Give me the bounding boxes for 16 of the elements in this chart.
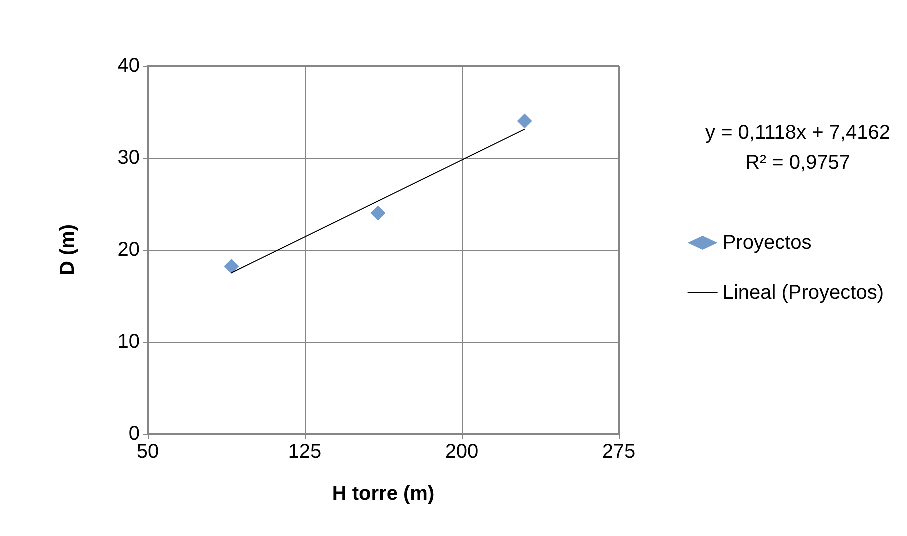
legend-label: Proyectos — [722, 232, 812, 254]
y-axis-title: D (m) — [57, 224, 79, 276]
x-tick-label: 125 — [288, 441, 322, 463]
legend-label: Lineal (Proyectos) — [722, 282, 884, 304]
x-tick-label: 200 — [445, 441, 479, 463]
x-tick-label: 275 — [602, 441, 636, 463]
text: y = 0,1118x + 7,4162 — [706, 122, 890, 144]
y-tick-label: 40 — [118, 55, 140, 77]
y-tick-label: 30 — [118, 147, 140, 169]
point — [370, 206, 386, 221]
point — [517, 114, 532, 129]
x-axis-title: H torre (m) — [332, 483, 435, 505]
text: R² = 0,9757 — [745, 152, 851, 174]
point — [224, 259, 240, 274]
y-tick-label: 20 — [118, 239, 140, 261]
y-tick-label: 10 — [118, 331, 140, 353]
